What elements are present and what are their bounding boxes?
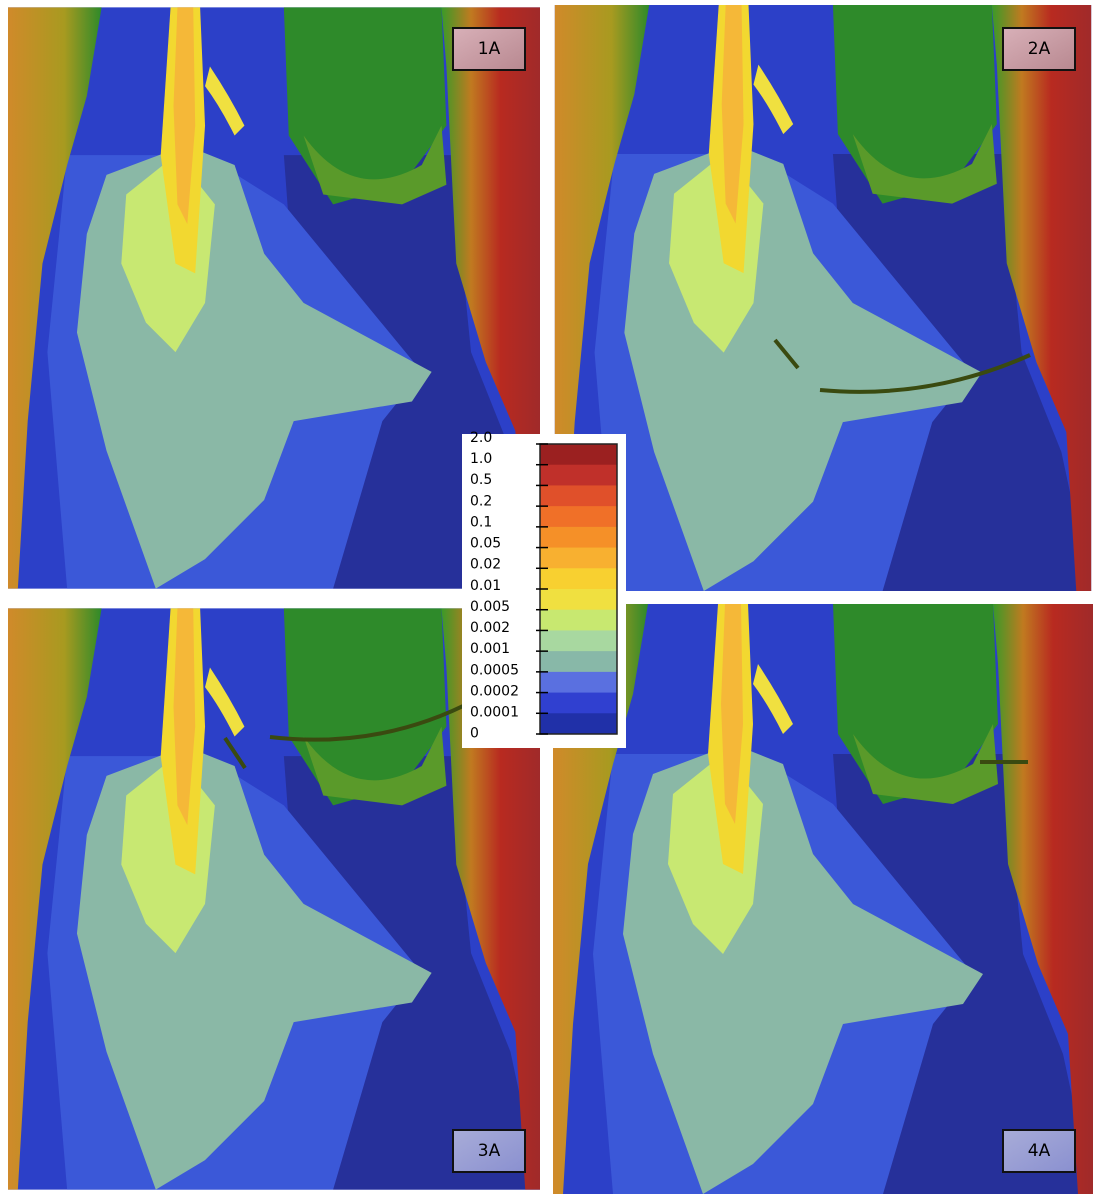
legend-label: 0.02 xyxy=(470,557,501,573)
legend: 2.0 1.0 0.5 0.2 0.1 0.05 0.02 0.01 0.005 0.002 0.0… xyxy=(462,430,626,748)
legend-band xyxy=(540,672,617,693)
panel-label: 2A xyxy=(1028,39,1051,59)
legend-band xyxy=(540,568,617,589)
legend-label: 0.0001 xyxy=(470,704,519,720)
legend-label: 0.5 xyxy=(470,472,492,488)
panel-1a: 1A xyxy=(8,7,540,588)
page: 1A 2A 3A 4A 2.0 1.0 0.5 0.2 0.1 0.05 0.02 0.01 0… xyxy=(0,0,1093,1204)
legend-band xyxy=(540,693,617,714)
legend-band xyxy=(540,713,617,734)
legend-band xyxy=(540,527,617,548)
legend-label: 0.002 xyxy=(470,620,510,636)
legend-label: 0 xyxy=(470,726,479,742)
legend-band xyxy=(540,610,617,631)
panel-4a: 4A xyxy=(553,604,1093,1194)
legend-band xyxy=(540,506,617,527)
legend-band xyxy=(540,465,617,486)
legend-label: 0.1 xyxy=(470,514,492,530)
legend-label: 0.2 xyxy=(470,493,492,509)
panel-2a: 2A xyxy=(555,5,1091,591)
legend-band xyxy=(540,444,617,465)
legend-label: 0.0002 xyxy=(470,683,519,699)
legend-label: 0.05 xyxy=(470,536,501,552)
legend-band xyxy=(540,630,617,651)
legend-label: 0.005 xyxy=(470,599,510,615)
legend-label: 0.0005 xyxy=(470,662,519,678)
legend-band xyxy=(540,651,617,672)
legend-label: 0.001 xyxy=(470,641,510,657)
legend-label: 2.0 xyxy=(470,430,492,446)
figure: 1A 2A 3A 4A 2.0 1.0 0.5 0.2 0.1 0.05 0.02 0.01 0… xyxy=(0,0,1093,1200)
legend-label: 0.01 xyxy=(470,578,501,594)
panel-label: 4A xyxy=(1028,1141,1051,1161)
legend-band xyxy=(540,589,617,610)
legend-band xyxy=(540,548,617,569)
panel-3a: 3A xyxy=(8,608,540,1189)
legend-band xyxy=(540,485,617,506)
panel-label: 1A xyxy=(478,39,501,59)
panel-label: 3A xyxy=(478,1141,501,1161)
legend-label: 1.0 xyxy=(470,451,492,467)
